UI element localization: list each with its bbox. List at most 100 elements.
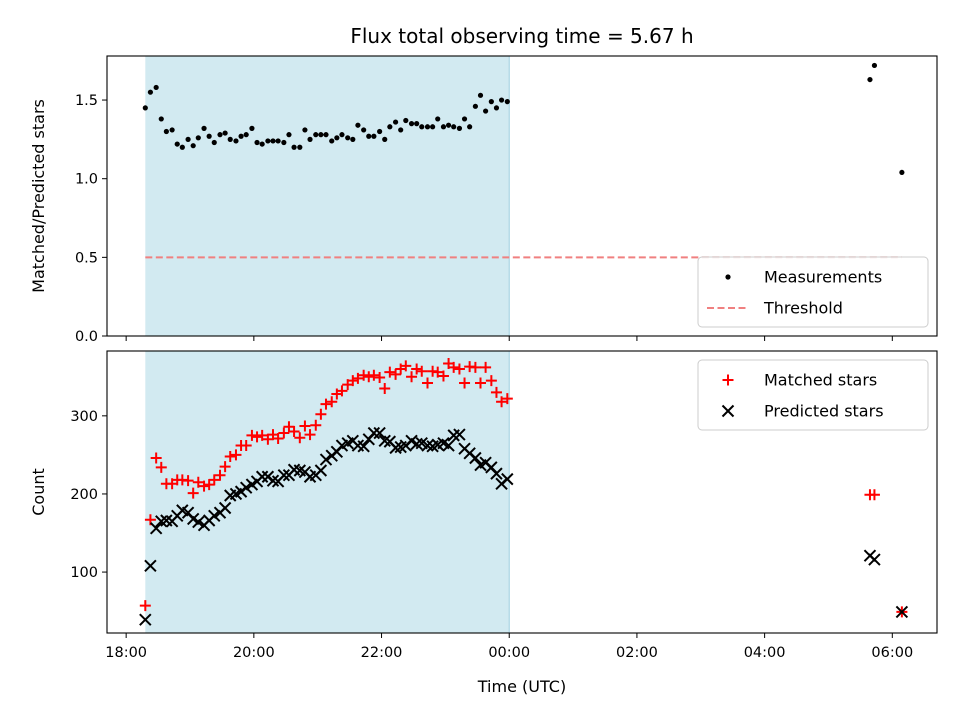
matched-stars-point [469,361,481,373]
measurements-point [179,144,185,150]
matched-stars-point [868,489,880,501]
matched-stars-point [182,475,194,487]
matched-stars-point [214,469,226,481]
y-tick-label: 1.0 [75,172,98,188]
predicted-stars-point [266,474,280,487]
x-tick-label: 20:00 [233,645,275,661]
predicted-stars-point [149,522,163,535]
measurements-point [366,133,372,139]
panel-count: 100 200 300 18:00 20:00 22:00 00:00 02:00 04:00 0… [29,350,938,696]
y-tick-label: 200 [70,487,98,503]
measurements-point [504,99,510,105]
measurements-point [201,125,207,131]
predicted-stars-point [469,451,482,465]
matched-stars-point [448,361,460,373]
legend-box [697,359,929,431]
matched-stars-point [358,369,370,381]
matched-stars-point [150,452,162,464]
matched-stars-point [187,487,199,499]
measurements-point [498,97,505,103]
matched-stars-point [278,427,290,439]
measurements-point [163,128,169,135]
measurements-point [302,127,308,133]
measurements-point [158,116,164,122]
matched-stars-point [304,429,316,441]
measurements-point [147,89,154,95]
predicted-stars-point [255,470,269,483]
measurements-point [477,92,484,98]
measurements-point [339,132,345,138]
matched-stars-point [416,365,428,377]
x-tick-label: 02:00 [616,645,658,661]
matched-stars-point [363,371,375,383]
x-tick-label: 18:00 [105,645,147,661]
measurements-point [270,138,276,144]
shaded-span [145,56,510,336]
measurements-point [291,144,297,150]
predicted-stars-point [239,481,253,494]
predicted-stars-point [501,472,514,486]
matched-stars-point [203,479,215,491]
measurements-point [355,122,361,128]
predicted-stars-legend-marker [721,404,735,418]
measurements-point [281,139,287,146]
measurements-point [419,124,425,130]
predicted-stars-point [868,553,881,566]
measurements-point [153,84,159,91]
measurements-point [408,121,415,127]
measurements-point [307,136,313,142]
matched-stars-point [315,408,327,420]
measurements-point [217,132,223,138]
y-tick-label: 100 [70,565,98,581]
matched-stars-point [490,386,502,398]
measurements-point [174,141,180,147]
axes-frame [106,55,938,337]
measurements-point [461,116,468,122]
predicted-stars-point [314,464,328,477]
measurements-point [195,135,201,141]
predicted-stars-point [378,434,391,448]
matched-stars-point [368,369,380,381]
measurements-point [361,127,367,133]
matched-stars-point [400,360,412,372]
predicted-stars-point [155,515,168,528]
measurements-point [206,133,212,139]
measurements-point [211,139,217,146]
matched-stars-point [453,363,465,375]
measurements-point [424,124,431,130]
matched-stars-point [475,377,486,389]
measurements-point [318,132,324,138]
x-tick-label: 00:00 [488,645,530,661]
measurements-point [440,124,447,130]
predicted-stars-point [144,559,157,573]
matched-stars-point [480,361,492,373]
measurements-point [451,124,457,130]
measurements-point [430,124,436,130]
matched-stars-point [208,474,220,486]
measurements-point [334,135,340,141]
panel-ratio: 0.0 0.5 1.0 1.5 Flux total observing time = … [29,24,938,345]
axes-frame [106,350,938,634]
predicted-stars-legend-label: Predicted stars [764,402,884,421]
measurements-point [243,132,249,138]
measurements-point [403,117,409,124]
matched-stars-point [496,396,508,408]
matched-stars-point [379,382,391,394]
matched-stars-point [411,363,423,375]
measurements-legend-marker [725,274,731,280]
measurements-point [435,116,441,122]
measurements-point [275,138,281,144]
measurements-point [345,135,351,141]
chart-title: Flux total observing time = 5.67 h [350,24,693,48]
measurements-point [297,144,303,150]
predicted-stars-point [389,441,402,455]
y-axis-label: Count [29,468,48,516]
matched-stars-point [139,600,151,612]
matched-stars-point [347,375,359,387]
predicted-stars-point [367,426,381,440]
measurements-point [190,143,196,149]
matched-stars-point [224,450,236,462]
matched-stars-point [485,375,497,387]
measurements-point [142,105,148,111]
matched-stars-point [272,432,284,444]
